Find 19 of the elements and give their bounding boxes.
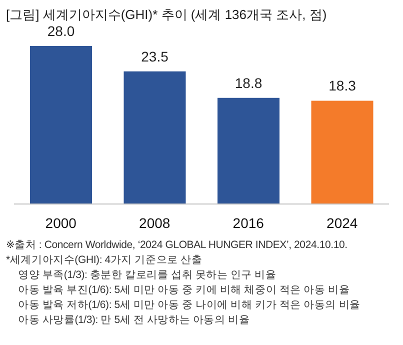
- bar: [218, 98, 280, 204]
- text: 아동 발육 저하(1/6): 5세 미만 아동 중 나이에 비해 키가 적은 아동의 비율: [17, 298, 360, 313]
- text: 영양 부족(1/3): 충분한 칼로리를 섭취 못하는 인구 비율: [17, 268, 278, 283]
- bar: [124, 71, 186, 204]
- data-label: 28.0: [47, 23, 75, 39]
- data-label: 18.8: [234, 74, 262, 91]
- x-tick-label: 2016: [232, 214, 264, 231]
- x-tick-label: 2000: [45, 214, 77, 231]
- data-label: 23.5: [141, 48, 169, 64]
- text: ※출처 : Concern Worldwide, ‘2024 GLOBAL HUNGER INDEX’, 2024.10.10.: [6, 238, 348, 253]
- x-tick-label: 2008: [139, 214, 170, 231]
- text: *세계기아지수(GHI): 4가지 기준으로 산출: [6, 253, 204, 268]
- x-tick-label: 2024: [326, 214, 358, 231]
- text: 아동 사망률(1/3): 만 5세 전 사망하는 아동의 비율: [17, 313, 251, 328]
- data-label: 18.3: [328, 78, 356, 94]
- bar: [30, 46, 92, 204]
- bar: [311, 100, 374, 204]
- text: 아동 발육 부진(1/6): 5세 미만 아동 중 키에 비해 체중이 적은 아동 비율: [17, 283, 351, 298]
- chart-title: [그림] 세계기아지수(GHI)* 추이 (세계 136개국 조사, 점): [6, 6, 327, 24]
